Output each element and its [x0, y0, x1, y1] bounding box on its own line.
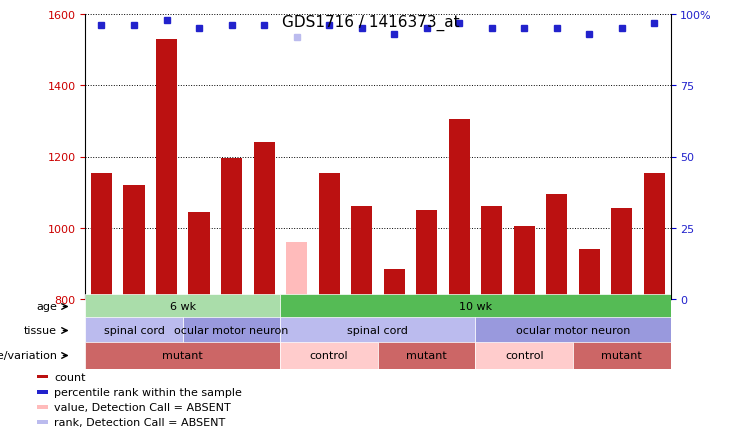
Bar — [37, 420, 48, 424]
Bar — [476, 342, 573, 369]
Text: age: age — [36, 302, 57, 312]
Bar — [416, 210, 437, 299]
Text: genotype/variation: genotype/variation — [0, 351, 57, 361]
Text: control: control — [310, 351, 348, 361]
Bar — [573, 342, 671, 369]
Bar — [253, 143, 275, 299]
Bar — [546, 194, 568, 299]
Text: spinal cord: spinal cord — [348, 326, 408, 336]
Bar — [221, 159, 242, 299]
Bar — [476, 317, 671, 344]
Text: tissue: tissue — [24, 326, 57, 336]
Bar — [280, 342, 378, 369]
Bar — [448, 120, 470, 299]
Bar — [378, 342, 476, 369]
Text: 6 wk: 6 wk — [170, 302, 196, 312]
Bar — [183, 317, 280, 344]
Text: ocular motor neuron: ocular motor neuron — [174, 326, 289, 336]
Bar — [85, 342, 280, 369]
Bar — [85, 294, 280, 319]
Text: count: count — [54, 372, 85, 381]
Text: percentile rank within the sample: percentile rank within the sample — [54, 387, 242, 397]
Bar — [286, 243, 308, 299]
Text: value, Detection Call = ABSENT: value, Detection Call = ABSENT — [54, 402, 230, 412]
Text: mutant: mutant — [602, 351, 642, 361]
Text: ocular motor neuron: ocular motor neuron — [516, 326, 631, 336]
Bar — [280, 317, 476, 344]
Bar — [579, 250, 600, 299]
Bar — [37, 375, 48, 378]
Bar — [188, 212, 210, 299]
Bar — [156, 40, 177, 299]
Bar — [611, 209, 632, 299]
Text: mutant: mutant — [162, 351, 203, 361]
Bar — [351, 207, 372, 299]
Bar — [481, 207, 502, 299]
Text: GDS1716 / 1416373_at: GDS1716 / 1416373_at — [282, 15, 459, 31]
Bar — [280, 294, 671, 319]
Bar — [514, 227, 535, 299]
Bar — [384, 269, 405, 299]
Bar — [37, 405, 48, 409]
Text: mutant: mutant — [406, 351, 447, 361]
Bar — [319, 173, 339, 299]
Bar — [85, 317, 183, 344]
Text: spinal cord: spinal cord — [104, 326, 165, 336]
Bar — [644, 173, 665, 299]
Bar — [124, 186, 144, 299]
Bar — [91, 173, 112, 299]
Bar — [37, 390, 48, 394]
Text: rank, Detection Call = ABSENT: rank, Detection Call = ABSENT — [54, 417, 225, 427]
Text: control: control — [505, 351, 544, 361]
Text: 10 wk: 10 wk — [459, 302, 492, 312]
